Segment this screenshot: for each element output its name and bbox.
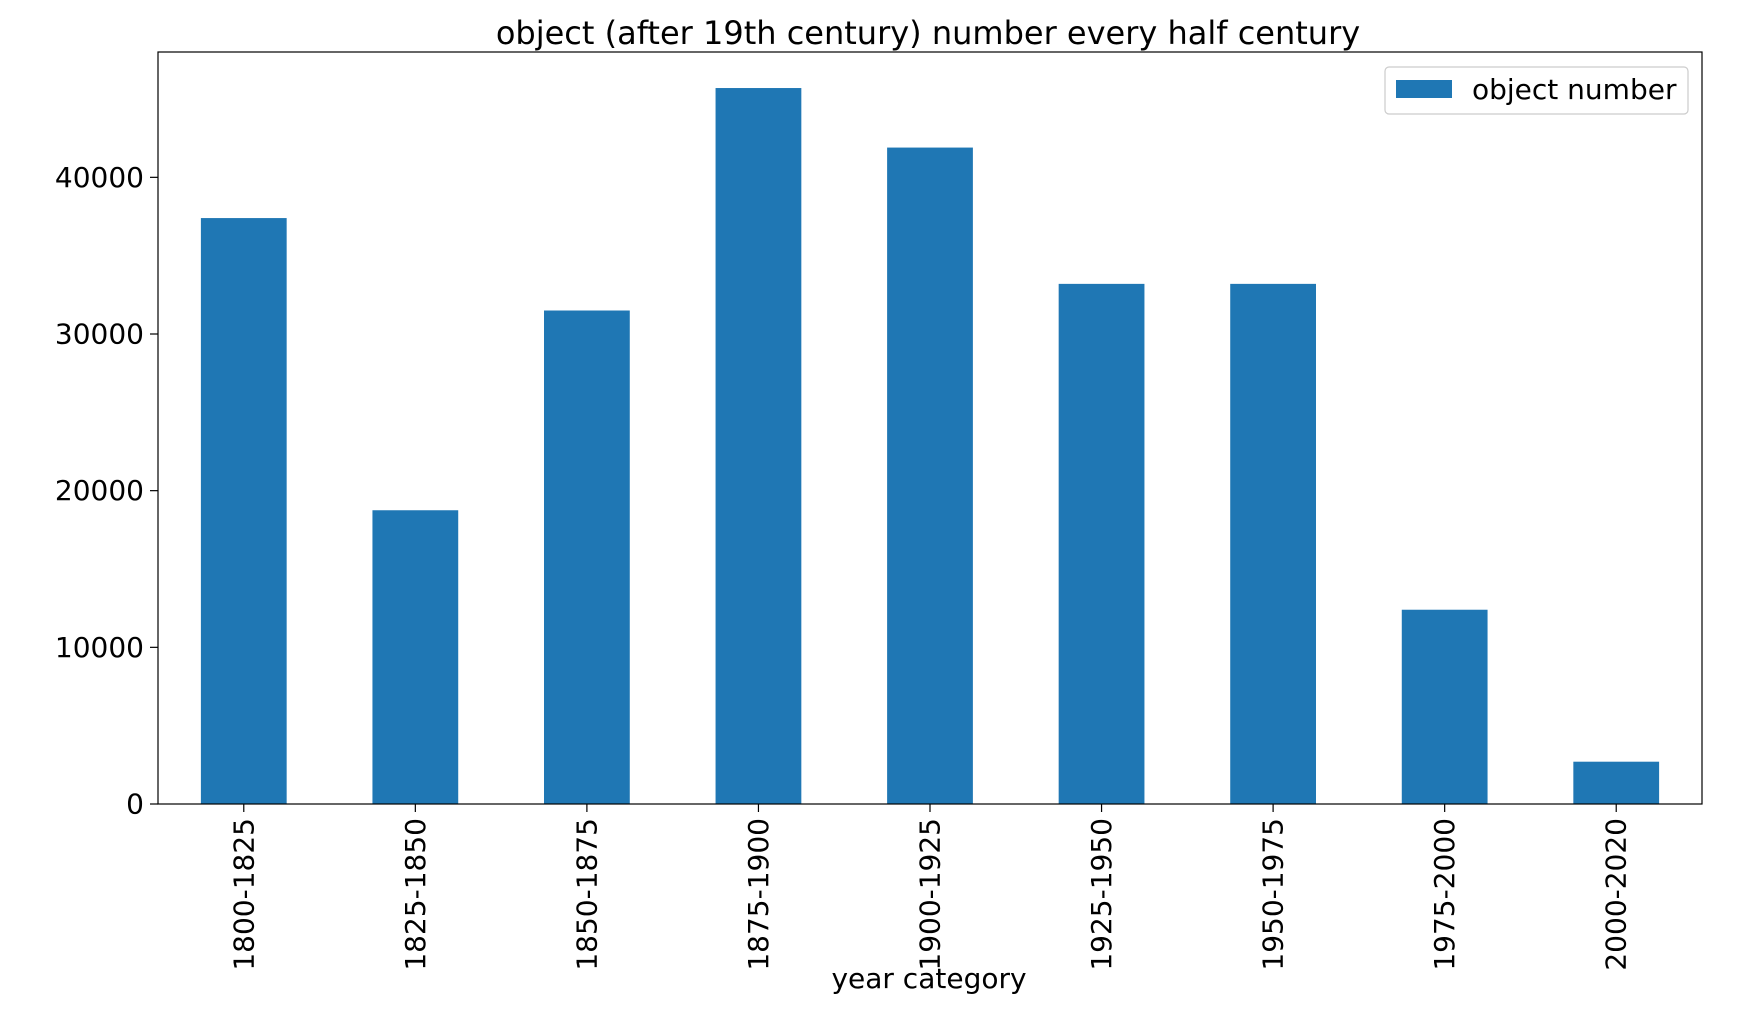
legend-box (1384, 66, 1689, 115)
y-tick-label: 20000 (55, 474, 144, 507)
x-tick-label: 1875-1900 (742, 818, 775, 971)
x-tick-label: 1800-1825 (227, 818, 260, 971)
legend-label: object number (1472, 73, 1677, 106)
x-axis: 1800-1825 1825-1850 1850-1875 1875-1900 1900… (227, 804, 1633, 971)
legend: object number (1384, 66, 1689, 115)
chart-title: object (after 19th century) number every… (496, 14, 1360, 52)
x-axis-label: year category (831, 962, 1026, 995)
bar-2000-2020 (1573, 761, 1660, 804)
bar-1950-1975 (1230, 283, 1316, 804)
y-tick-label: 30000 (55, 318, 144, 351)
bar-1925-1950 (1058, 283, 1145, 804)
bar-1825-1850 (372, 510, 459, 804)
x-tick-label: 1950-1975 (1257, 818, 1290, 971)
bar-1975-2000 (1401, 609, 1488, 804)
legend-swatch (1396, 80, 1452, 98)
y-tick-label: 0 (126, 788, 144, 821)
y-tick-label: 40000 (55, 161, 144, 194)
bar-1850-1875 (544, 310, 630, 804)
x-tick-label: 1850-1875 (570, 818, 603, 971)
bar-1900-1925 (887, 147, 973, 805)
bar-1875-1900 (715, 88, 802, 805)
y-axis: 0 10000 20000 30000 40000 (55, 161, 158, 821)
plot-frame (157, 51, 1703, 805)
x-tick-label: 1900-1925 (914, 818, 947, 971)
x-tick-label: 1975-2000 (1428, 818, 1461, 971)
y-tick-label: 10000 (55, 631, 144, 664)
x-tick-label: 1925-1950 (1085, 818, 1118, 971)
bar-1800-1825 (200, 218, 287, 805)
x-tick-label: 2000-2020 (1600, 818, 1633, 971)
plot-area (200, 88, 1660, 805)
x-tick-label: 1825-1850 (399, 818, 432, 971)
